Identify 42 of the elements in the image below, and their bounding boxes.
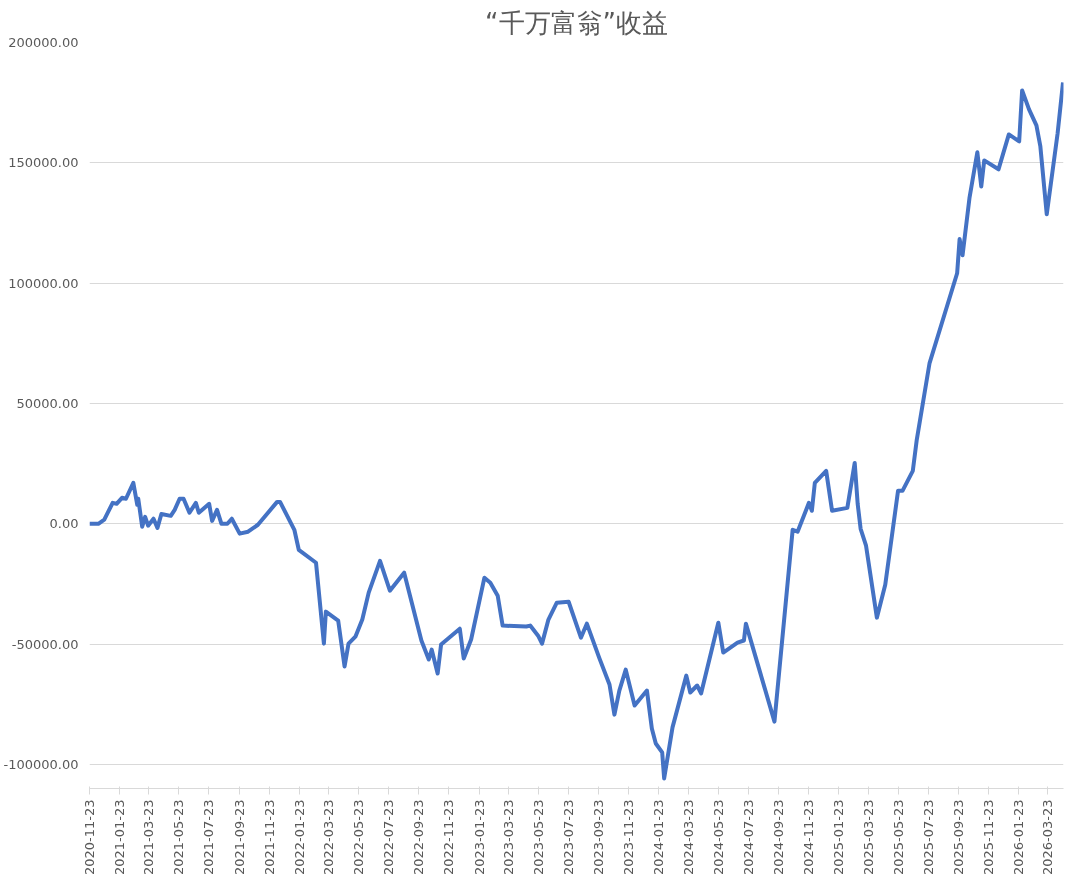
x-tick-label: 2023-05-23 [530,799,546,876]
x-tick-label: 2024-05-23 [710,799,726,876]
x-tick-label: 2024-07-23 [740,799,756,876]
x-tick-label: 2025-07-23 [920,799,936,876]
x-tick-label: 2024-03-23 [680,799,696,876]
x-tick-label: 2020-11-23 [82,799,97,876]
y-tick-label: 200000.00 [8,35,79,50]
x-tick-label: 2022-05-23 [350,799,366,876]
x-tick-label: 2021-01-23 [112,799,128,876]
x-tick-label: 2026-01-23 [1011,799,1027,876]
x-tick-label: 2025-01-23 [831,799,847,876]
y-tick-label: 150000.00 [8,155,79,171]
y-tick-label: 0.00 [49,516,79,532]
x-tick-label: 2022-11-23 [441,799,457,876]
x-tick-label: 2025-03-23 [860,799,876,876]
y-tick-label: -100000.00 [3,756,79,772]
x-tick-label: 2022-09-23 [411,799,427,876]
x-tick-label: 2024-11-23 [801,799,817,876]
x-tick-label: 2024-09-23 [771,799,787,876]
x-tick-label: 2021-07-23 [201,799,217,876]
x-tick-label: 2025-09-23 [951,799,967,876]
x-tick-label: 2025-11-23 [981,799,997,876]
x-tick-label: 2023-01-23 [471,799,487,876]
x-tick-label: 2025-05-23 [890,799,906,876]
x-tick-label: 2023-09-23 [591,799,607,876]
y-tick-label: 100000.00 [8,275,79,291]
x-tick-label: 2021-11-23 [261,799,277,876]
x-tick-label: 2023-03-23 [500,799,516,876]
line-series [89,80,1064,781]
x-tick-label: 2022-07-23 [380,799,396,876]
x-tick-label: 2023-07-23 [560,799,576,876]
x-tick-label: 2022-01-23 [291,799,307,876]
x-tick-label: 2021-03-23 [141,799,157,876]
x-tick-label: 2021-05-23 [171,799,187,876]
y-tick-label: -50000.00 [11,636,79,652]
x-tick-label: 2026-03-23 [1040,799,1056,876]
x-tick-label: 2024-01-23 [651,799,667,876]
x-tick-label: 2022-03-23 [320,799,336,876]
y-tick-label: 50000.00 [16,395,79,411]
x-tick-label: 2023-11-23 [621,799,637,876]
x-tick-label: 2021-09-23 [231,799,247,876]
chart-title: “千万富翁”收益 [485,7,668,38]
